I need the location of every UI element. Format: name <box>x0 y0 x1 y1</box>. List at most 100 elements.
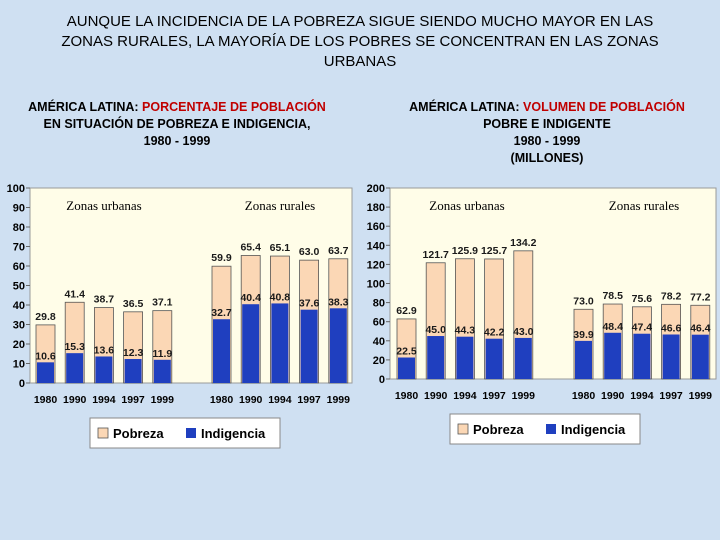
data-label-indigencia: 38.3 <box>328 296 349 308</box>
x-tick-label: 1999 <box>512 390 536 402</box>
legend-label-indigencia: Indigencia <box>561 422 626 437</box>
chart-1-title-rest: EN SITUACIÓN DE POBREZA E INDIGENCIA, <box>43 117 311 131</box>
chart-2-title-years: 1980 - 1999 <box>513 134 581 148</box>
chart-1: 0 10 20 30 40 50 60 70 80 90 100 Zonas urbanas 29.8 1… <box>7 183 353 449</box>
bar-indigencia <box>575 340 592 379</box>
x-tick-label: 1980 <box>210 394 234 406</box>
y-tick-label: 140 <box>367 240 385 252</box>
y-tick-label: 120 <box>367 259 385 271</box>
legend-swatch-indigencia <box>186 428 196 438</box>
y-tick-label: 60 <box>13 261 25 273</box>
data-label-indigencia: 48.4 <box>602 321 623 333</box>
y-tick-label: 70 <box>13 242 25 254</box>
y-tick-label: 80 <box>13 222 25 234</box>
legend-swatch-pobreza <box>97 427 109 439</box>
x-tick-label: 1990 <box>63 394 87 406</box>
data-label-indigencia: 46.4 <box>690 323 711 335</box>
data-label-pobreza: 78.5 <box>602 290 623 302</box>
data-label-pobreza: 38.7 <box>94 294 115 306</box>
x-tick-label: 1994 <box>268 394 292 406</box>
legend-label-indigencia: Indigencia <box>201 426 266 441</box>
y-tick-label: 180 <box>367 202 385 214</box>
data-label-pobreza: 77.2 <box>690 291 711 303</box>
data-label-pobreza: 59.9 <box>211 252 232 264</box>
y-tick-label: 10 <box>13 359 25 371</box>
data-label-indigencia: 44.3 <box>455 325 476 337</box>
legend-label-pobreza: Pobreza <box>473 422 524 437</box>
data-label-indigencia: 12.3 <box>123 347 144 359</box>
data-label-indigencia: 40.4 <box>240 292 261 304</box>
bar-indigencia <box>398 357 415 379</box>
y-tick-label: 20 <box>13 339 25 351</box>
bar-indigencia <box>329 308 347 383</box>
data-label-indigencia: 45.0 <box>425 324 446 336</box>
bar-indigencia <box>242 304 260 383</box>
bar-indigencia <box>37 362 54 383</box>
data-label-indigencia: 42.2 <box>484 327 505 339</box>
y-tick-label: 0 <box>379 374 385 386</box>
data-label-pobreza: 63.7 <box>328 245 349 257</box>
data-label-pobreza: 29.8 <box>35 311 56 323</box>
data-label-pobreza: 121.7 <box>423 249 449 261</box>
chart-2-title-units: (MILLONES) <box>510 151 584 165</box>
data-label-indigencia: 39.9 <box>573 329 594 341</box>
data-label-indigencia: 10.6 <box>35 350 56 362</box>
x-tick-label: 1997 <box>297 394 321 406</box>
data-label-pobreza: 75.6 <box>632 293 653 305</box>
data-label-indigencia: 32.7 <box>211 307 232 319</box>
data-label-pobreza: 73.0 <box>573 295 594 307</box>
y-tick-label: 0 <box>19 378 25 390</box>
data-label-indigencia: 47.4 <box>632 322 653 334</box>
group-label: Zonas urbanas <box>66 198 141 213</box>
x-tick-label: 1994 <box>453 390 477 402</box>
x-tick-label: 1980 <box>34 394 58 406</box>
x-tick-label: 1997 <box>659 390 683 402</box>
x-tick-label: 1994 <box>630 390 654 402</box>
data-label-pobreza: 36.5 <box>123 298 144 310</box>
legend-swatch-pobreza <box>457 423 469 435</box>
data-label-indigencia: 40.8 <box>270 291 291 303</box>
data-label-indigencia: 15.3 <box>64 341 85 353</box>
y-tick-label: 100 <box>367 279 385 291</box>
data-label-pobreza: 78.2 <box>661 290 682 302</box>
chart-1-subtitle: AMÉRICA LATINA: PORCENTAJE DE POBLACIÓN … <box>2 99 352 150</box>
bar-indigencia <box>66 353 84 383</box>
bar-indigencia <box>514 337 532 379</box>
data-label-indigencia: 11.9 <box>152 348 172 360</box>
x-tick-label: 1980 <box>572 390 596 402</box>
chart-1-title-years: 1980 - 1999 <box>143 134 211 148</box>
chart-1-title-highlight: PORCENTAJE DE POBLACIÓN <box>142 100 326 114</box>
chart-2-subtitle: AMÉRICA LATINA: VOLUMEN DE POBLACIÓN POB… <box>372 99 720 167</box>
x-tick-label: 1994 <box>92 394 116 406</box>
chart-2-title-rest: POBRE E INDIGENTE <box>483 117 611 131</box>
chart-2: 0 20 40 60 80 100 120 140 160 180 200 Zonas urbanas… <box>367 183 717 445</box>
x-tick-label: 1990 <box>239 394 263 406</box>
legend-swatch-indigencia <box>546 424 556 434</box>
bar-indigencia <box>427 336 445 379</box>
bar-indigencia <box>456 336 474 379</box>
y-tick-label: 200 <box>367 183 385 195</box>
y-tick-label: 100 <box>7 183 25 195</box>
x-tick-label: 1999 <box>327 394 351 406</box>
data-label-pobreza: 65.4 <box>240 241 261 253</box>
y-tick-label: 160 <box>367 221 385 233</box>
legend-label-pobreza: Pobreza <box>113 426 164 441</box>
data-label-indigencia: 37.6 <box>299 298 320 310</box>
data-label-pobreza: 65.1 <box>270 242 291 254</box>
y-tick-label: 60 <box>373 317 385 329</box>
legend <box>449 413 641 445</box>
x-tick-label: 1997 <box>121 394 145 406</box>
group-label: Zonas urbanas <box>429 198 504 213</box>
y-tick-label: 90 <box>13 203 25 215</box>
page-title: AUNQUE LA INCIDENCIA DE LA POBREZA SIGUE… <box>61 13 659 70</box>
data-label-indigencia: 22.5 <box>396 346 417 358</box>
bar-indigencia <box>691 334 709 379</box>
bar-indigencia <box>95 356 113 383</box>
y-tick-label: 40 <box>13 300 25 312</box>
y-tick-label: 40 <box>373 336 385 348</box>
chart-2-title-prefix: AMÉRICA LATINA: <box>409 100 524 114</box>
group-label: Zonas rurales <box>609 198 679 213</box>
data-label-pobreza: 37.1 <box>152 297 173 309</box>
x-tick-label: 1990 <box>424 390 448 402</box>
bar-indigencia <box>485 338 503 379</box>
